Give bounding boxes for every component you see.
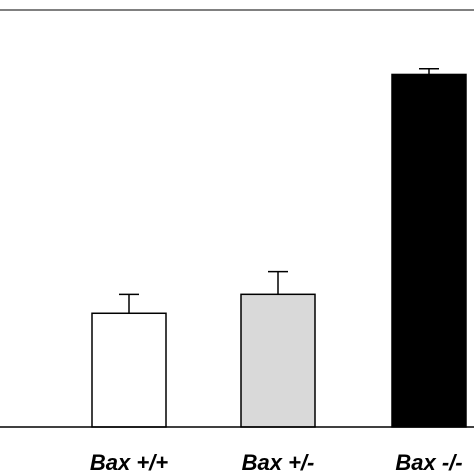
bars-layer bbox=[91, 73, 467, 428]
x-tick-label-bax: Bax +/- bbox=[242, 450, 315, 474]
bar-bax bbox=[240, 293, 316, 428]
error-bar-bax bbox=[268, 270, 288, 295]
x-tick-labels: Bax +/+ Bax +/- Bax -/- bbox=[90, 450, 463, 474]
x-tick-label-bax: Bax +/+ bbox=[90, 450, 168, 474]
error-bar-bax bbox=[119, 293, 139, 314]
bar-bax bbox=[391, 73, 467, 428]
x-tick-label-bax: Bax -/- bbox=[395, 450, 462, 474]
bar-bax bbox=[91, 312, 167, 428]
error-bars-layer bbox=[119, 68, 439, 314]
error-bar-bax bbox=[419, 68, 439, 75]
